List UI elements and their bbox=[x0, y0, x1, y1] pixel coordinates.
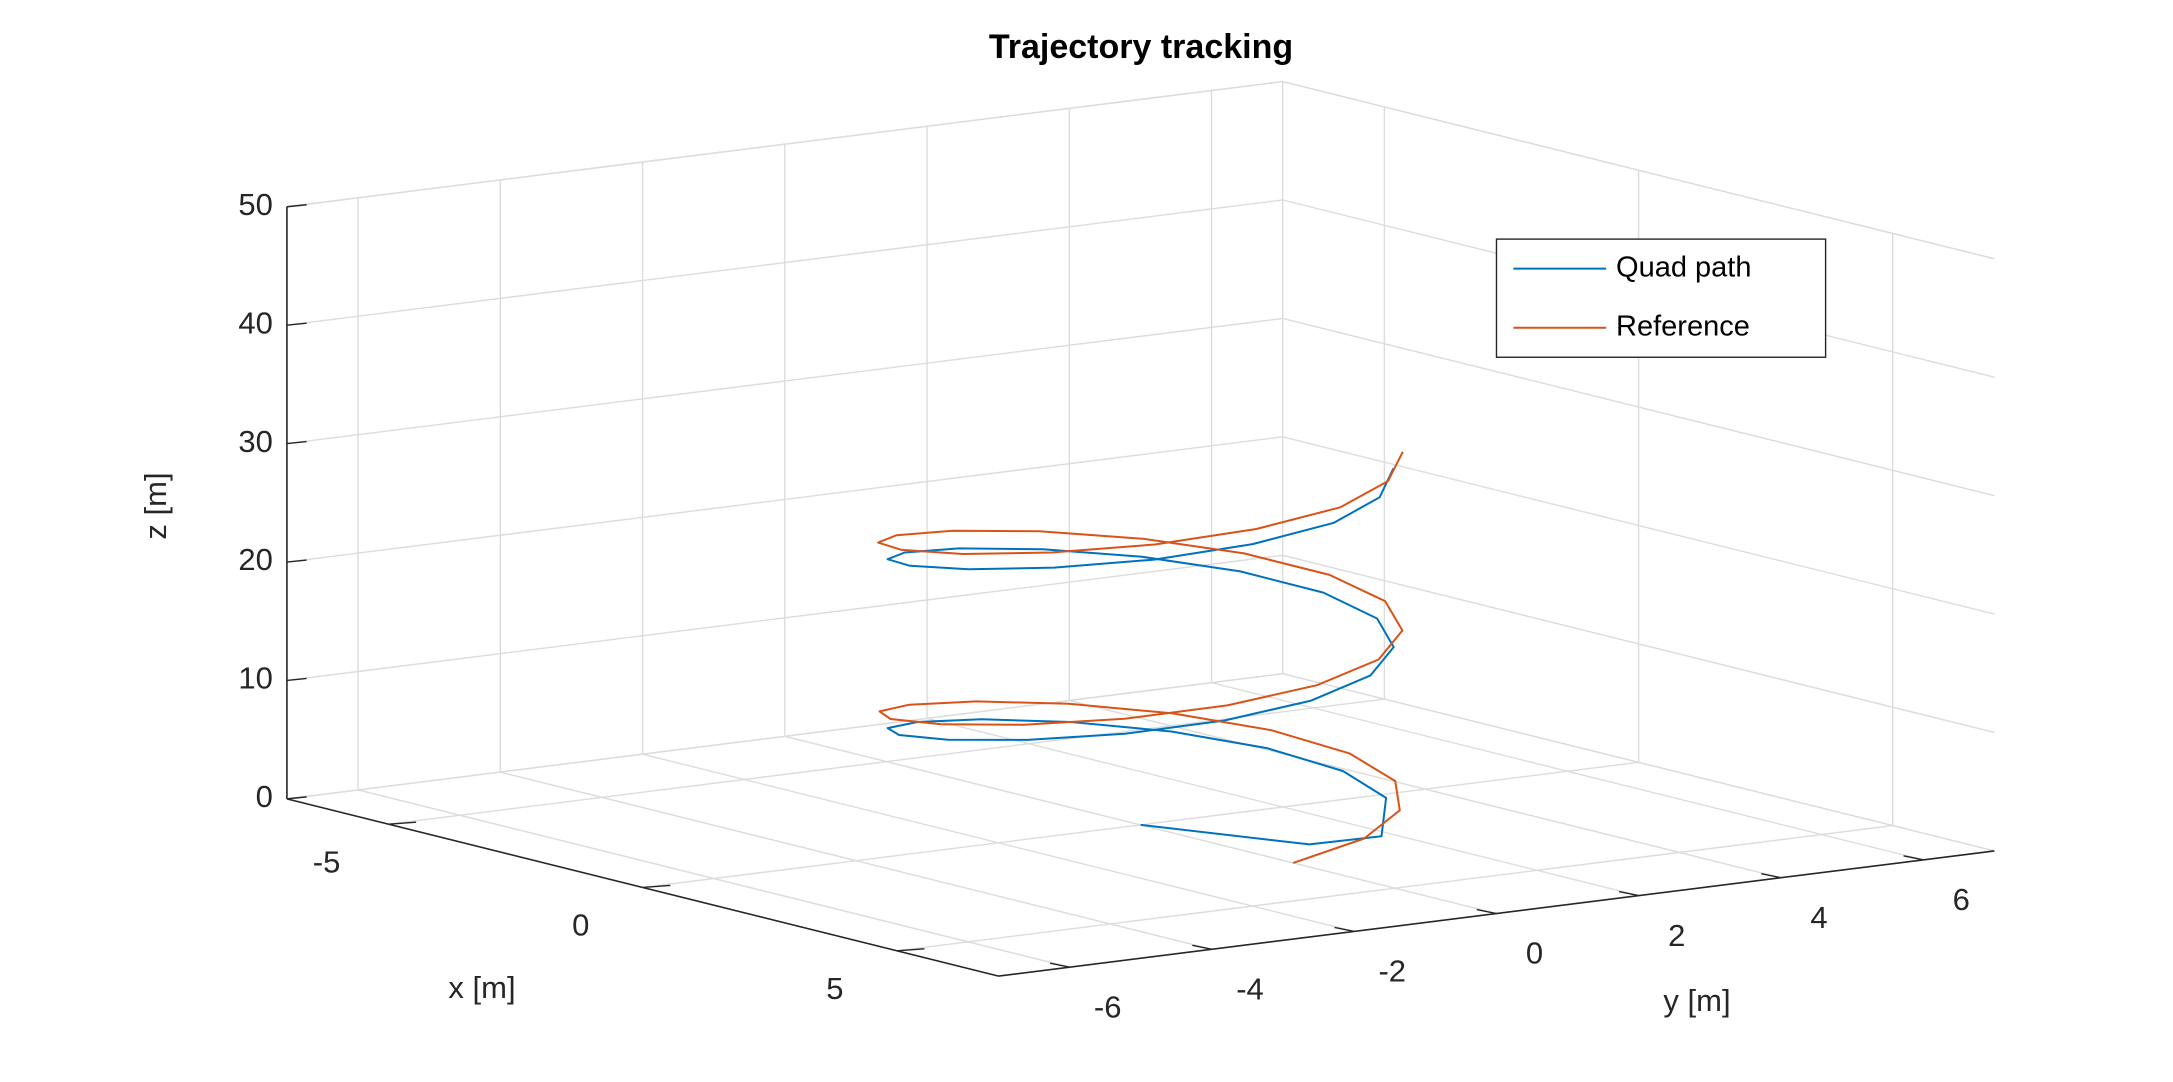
y-tick-label: -4 bbox=[1236, 971, 1264, 1006]
y-axis-line bbox=[998, 850, 1995, 977]
x-axis-label: x [m] bbox=[448, 970, 515, 1005]
x-tick-label: -5 bbox=[313, 844, 341, 879]
legend-label: Reference bbox=[1616, 310, 1750, 342]
x-tick bbox=[896, 948, 925, 952]
z-tick bbox=[286, 796, 307, 800]
grid-line bbox=[388, 698, 1385, 825]
y-tick bbox=[1903, 855, 1924, 861]
z-axis-label: z [m] bbox=[138, 472, 173, 539]
legend-box bbox=[1495, 238, 1827, 358]
y-tick bbox=[1334, 926, 1355, 933]
z-tick-label: 50 bbox=[238, 187, 272, 222]
chart-title: Trajectory tracking bbox=[989, 28, 1293, 66]
y-tick-label: 4 bbox=[1810, 900, 1827, 935]
z-tick-label: 40 bbox=[238, 305, 272, 340]
y-tick bbox=[1049, 962, 1070, 968]
z-tick bbox=[286, 677, 307, 682]
y-tick bbox=[1192, 944, 1213, 950]
legend: Quad path Reference bbox=[1495, 238, 1827, 358]
x-tick-label: 0 bbox=[572, 908, 589, 943]
data-line bbox=[886, 467, 1395, 846]
y-tick-label: -6 bbox=[1094, 989, 1122, 1024]
y-tick-label: 0 bbox=[1526, 936, 1543, 971]
z-tick-label: 20 bbox=[238, 542, 272, 577]
y-tick bbox=[1476, 908, 1497, 915]
x-axis-line bbox=[286, 798, 999, 977]
x-tick-label: 5 bbox=[826, 971, 843, 1006]
z-tick bbox=[286, 204, 307, 208]
legend-label: Quad path bbox=[1616, 251, 1751, 283]
grid-line bbox=[896, 824, 1893, 952]
z-tick-label: 10 bbox=[238, 661, 272, 696]
z-tick bbox=[286, 322, 307, 326]
z-tick bbox=[286, 440, 307, 445]
y-tick bbox=[1618, 890, 1639, 897]
x-tick bbox=[388, 821, 417, 825]
y-tick-label: -2 bbox=[1378, 954, 1406, 989]
z-tick-label: 30 bbox=[238, 424, 272, 459]
y-tick-label: 6 bbox=[1953, 882, 1970, 917]
y-tick bbox=[1761, 873, 1782, 879]
z-tick bbox=[286, 559, 307, 563]
y-axis-label: y [m] bbox=[1663, 983, 1730, 1018]
data-line bbox=[877, 451, 1404, 864]
y-tick-label: 2 bbox=[1668, 918, 1685, 953]
z-tick-label: 0 bbox=[256, 779, 273, 814]
grid-line bbox=[286, 80, 1283, 208]
x-tick bbox=[642, 884, 671, 889]
